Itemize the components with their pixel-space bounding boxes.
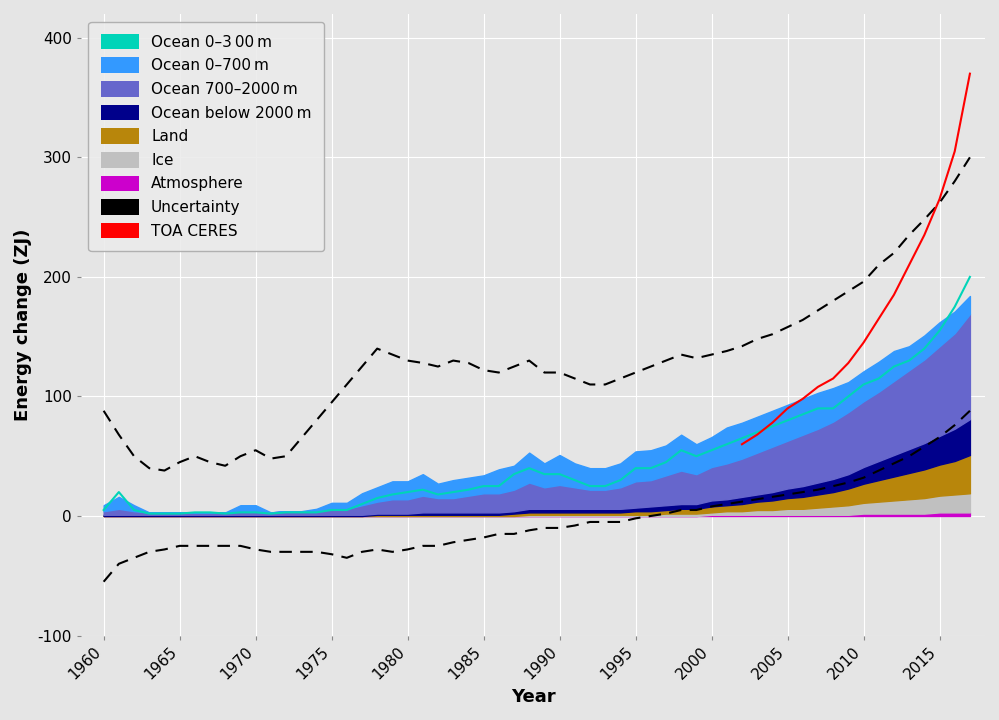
X-axis label: Year: Year (510, 688, 555, 706)
Y-axis label: Energy change (ZJ): Energy change (ZJ) (14, 228, 32, 421)
Legend: Ocean 0–3 00 m, Ocean 0–700 m, Ocean 700–2000 m, Ocean below 2000 m, Land, Ice, : Ocean 0–3 00 m, Ocean 0–700 m, Ocean 700… (89, 22, 324, 251)
